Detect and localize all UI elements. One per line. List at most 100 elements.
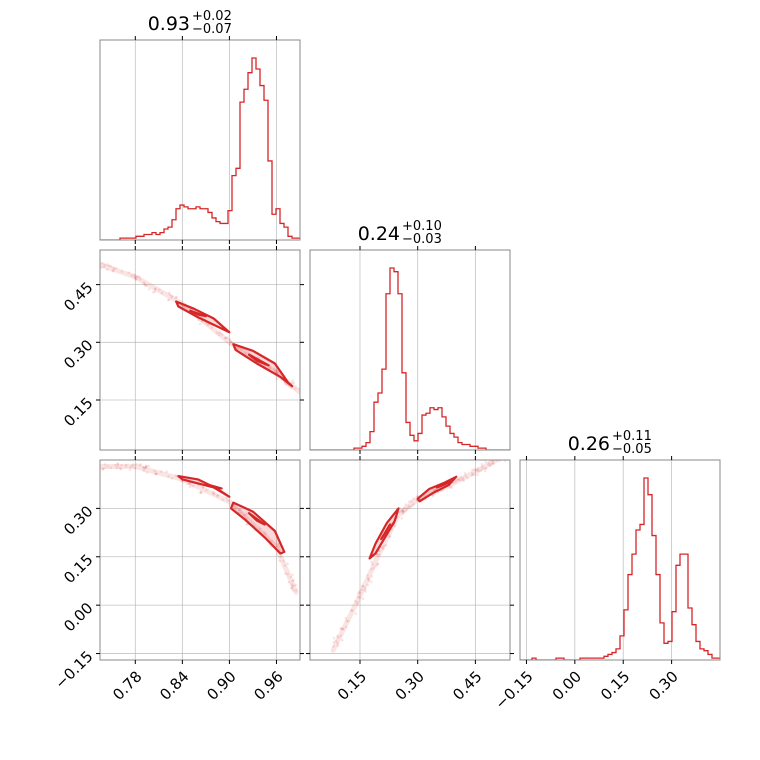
sample-point <box>287 580 291 584</box>
sample-point <box>354 600 357 603</box>
sample-point <box>481 467 484 470</box>
sample-point <box>472 473 476 477</box>
sample-point <box>363 588 367 592</box>
sample-point <box>407 500 411 503</box>
sample-point <box>334 639 338 642</box>
sample-point <box>147 464 150 468</box>
sample-point <box>167 298 171 302</box>
sample-point <box>400 517 404 520</box>
sample-point <box>93 468 96 471</box>
sample-point <box>401 509 405 512</box>
sample-point <box>461 476 465 480</box>
sample-point <box>141 465 145 469</box>
sample-point <box>109 264 113 268</box>
sample-point <box>129 465 132 469</box>
sample-point <box>339 634 343 638</box>
sample-point <box>101 468 104 471</box>
contour-line <box>189 309 207 318</box>
sample-point <box>160 470 163 473</box>
sample-point <box>463 472 467 475</box>
sample-point <box>356 592 360 595</box>
sample-point <box>498 456 501 459</box>
sample-point <box>363 586 367 590</box>
sample-point <box>292 589 295 592</box>
sample-point <box>240 348 243 351</box>
sample-point <box>412 502 416 506</box>
sample-point <box>376 562 380 566</box>
title-p1: 0.93 +0.02−0.07 <box>148 9 232 37</box>
sample-point <box>139 278 142 281</box>
contour-line <box>177 475 231 498</box>
contour-line <box>380 523 392 541</box>
sample-point <box>356 601 359 604</box>
panel-0-0 <box>134 40 277 240</box>
sample-point <box>336 634 339 638</box>
sample-point <box>290 586 293 590</box>
sample-point <box>133 466 137 470</box>
sample-point <box>354 612 358 615</box>
sample-point <box>480 462 484 466</box>
sample-point <box>358 590 361 593</box>
sample-point <box>378 553 381 556</box>
panel-2-0 <box>100 460 300 660</box>
sample-point <box>154 287 157 291</box>
sample-point <box>153 469 157 473</box>
sample-point <box>268 366 272 370</box>
sample-point <box>109 466 113 470</box>
sample-point <box>139 463 142 466</box>
sample-point <box>240 511 243 514</box>
sample-point <box>131 463 135 466</box>
contour-line <box>175 300 231 334</box>
sample-point <box>142 469 146 473</box>
sample-point <box>336 641 339 645</box>
x-tick-label-p3: 0.00 <box>549 668 585 704</box>
sample-point <box>497 455 500 458</box>
x-tick-label-p2: 0.30 <box>392 668 428 704</box>
sample-point <box>341 627 345 630</box>
panel-2-2 <box>526 460 673 660</box>
sample-point <box>263 531 266 534</box>
contour-line <box>435 480 452 489</box>
sample-point <box>366 574 369 577</box>
sample-point <box>339 626 343 630</box>
sample-point <box>103 463 107 466</box>
sample-point <box>201 486 205 489</box>
sample-point <box>286 562 289 565</box>
x-tick-label-p1: 0.78 <box>109 668 145 704</box>
sample-point <box>409 505 413 509</box>
sample-point <box>350 609 353 612</box>
sample-point <box>199 490 203 494</box>
sample-point <box>111 269 115 273</box>
sample-point <box>216 494 219 498</box>
panel-frame <box>519 459 721 661</box>
sample-point <box>466 476 469 480</box>
sample-point <box>292 578 296 582</box>
sample-point <box>120 270 124 273</box>
x-tick-label-p3: −0.15 <box>491 668 536 713</box>
title-median: 0.24 <box>358 223 400 245</box>
y-tick-label-p3: −0.15 <box>51 647 96 692</box>
sample-point <box>199 491 203 495</box>
sample-point <box>85 462 88 465</box>
sample-point <box>135 463 138 466</box>
sample-point <box>145 464 148 468</box>
title-minus: −0.07 <box>192 22 232 37</box>
sample-point <box>114 464 117 467</box>
contour-line <box>208 484 223 490</box>
sample-point <box>450 486 454 490</box>
sample-point <box>100 261 104 265</box>
sample-point <box>500 456 503 459</box>
sample-point <box>273 367 276 371</box>
sample-point <box>289 575 292 579</box>
sample-point <box>481 465 484 468</box>
sample-point <box>403 510 406 514</box>
sample-point <box>93 259 96 262</box>
sample-point <box>340 627 343 631</box>
sample-point <box>382 544 386 547</box>
sample-point <box>487 463 490 467</box>
sample-point <box>431 494 435 498</box>
x-tick-label-p3: 0.30 <box>646 668 682 704</box>
panel-2-1 <box>310 460 510 660</box>
sample-point <box>477 469 481 473</box>
x-tick-label-p1: 0.96 <box>250 668 286 704</box>
